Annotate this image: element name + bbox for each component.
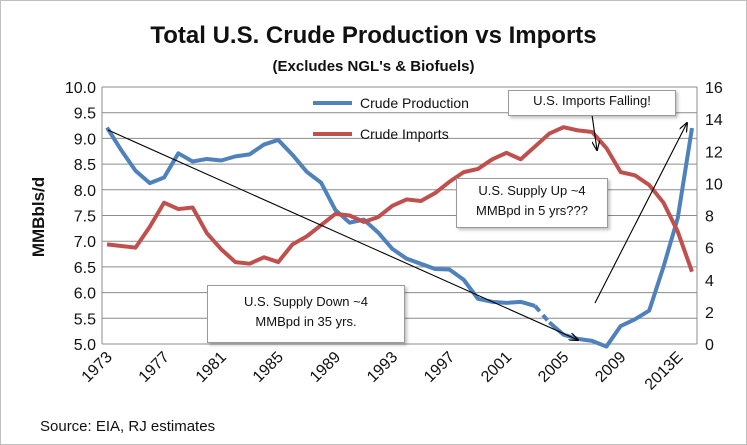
y-tick-label: 8.5 [74,157,96,174]
x-tick-label: 1989 [307,349,344,386]
arrow-supply-up [594,123,687,304]
x-tick-label: 2013E [642,349,687,394]
y2-tick-label: 6 [705,241,714,258]
x-tick-label: 2005 [535,349,572,386]
series-line-production [105,126,536,308]
y-tick-label: 9.5 [74,106,96,123]
annotation-supply-down-line1: U.S. Supply Down ~4 [244,294,368,309]
y2-tick-label: 2 [705,305,714,322]
gridlines [102,86,697,345]
y-tick-label: 6.0 [74,286,96,303]
legend-label-imports: Crude Imports [360,126,449,142]
legend-label-production: Crude Production [360,95,469,111]
x-tick-label: 2001 [478,349,515,386]
y2-tick-label: 0 [705,337,714,354]
y-tick-label: 9.0 [74,131,96,148]
annotation-supply-up-line2: MMBpd in 5 yrs??? [476,203,588,218]
annotation-arrows [107,114,687,340]
x-tick-label: 1973 [79,349,116,386]
y2-tick-label: 10 [705,176,723,193]
x-tick-label: 2009 [592,349,629,386]
annotation-supply-down-line2: MMBpd in 35 yrs. [255,314,357,329]
y-tick-label: 8.0 [74,183,96,200]
y-tick-label: 5.5 [74,311,96,328]
y-tick-label: 7.0 [74,234,96,251]
x-tick-label: 1985 [250,349,287,386]
arrow-supply-down [107,129,578,340]
arrow-imports-falling [591,114,597,150]
legend: Crude Production Crude Imports [313,95,469,142]
chart-title: Total U.S. Crude Production vs Imports [150,22,597,49]
y-tick-label: 10.0 [65,80,96,97]
y2-tick-label: 4 [705,273,714,290]
annotation-supply-down: U.S. Supply Down ~4 MMBpd in 35 yrs. [207,285,405,343]
series-line-production-tail [548,127,694,349]
y-axis-label: MMBbls/d [29,177,48,257]
y2-tick-label: 8 [705,209,714,226]
x-tick-label: 1993 [364,349,401,386]
annotation-supply-up: U.S. Supply Up ~4 MMBpd in 5 yrs??? [456,178,608,228]
x-tick-label: 1977 [136,349,173,386]
y-tick-label: 5.0 [74,337,96,354]
source-note: Source: EIA, RJ estimates [40,418,216,435]
annotation-imports-falling: U.S. Imports Falling! [508,90,676,116]
annotation-imports-falling-text: U.S. Imports Falling! [533,93,651,108]
annotation-supply-up-line1: U.S. Supply Up ~4 [478,183,586,198]
y2-tick-label: 16 [705,80,723,97]
x-tick-label: 1981 [193,349,230,386]
x-tick-label: 1997 [421,349,458,386]
series-line-production-dashed [533,304,551,324]
y2-tick-label: 12 [705,144,723,161]
chart-subtitle: (Excludes NGL's & Biofuels) [272,58,475,75]
y2-tick-label: 14 [705,112,723,129]
y-tick-label: 7.5 [74,209,96,226]
y-tick-label: 6.5 [74,260,96,277]
